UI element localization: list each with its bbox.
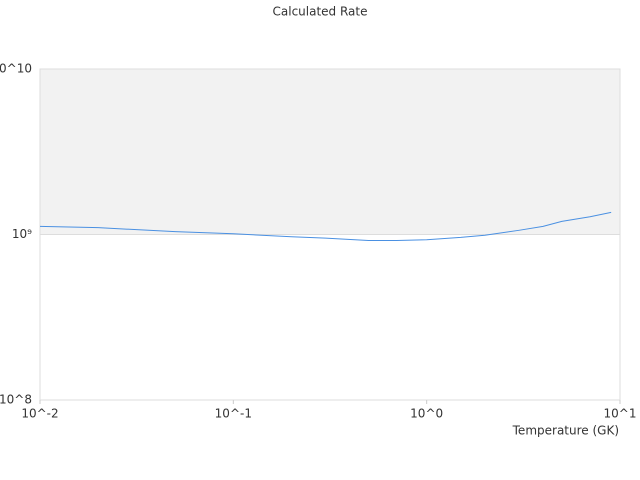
x-tick-label: 10^-2 <box>21 407 58 421</box>
x-tick-label: 10^1 <box>604 407 637 421</box>
x-axis-label: Temperature (GK) <box>512 424 619 438</box>
chart-title: Calculated Rate <box>273 5 368 19</box>
y-tick-label: 10^10 <box>0 62 32 76</box>
y-tick-label: 10^8 <box>0 393 32 407</box>
line <box>39 211 612 241</box>
x-tick-label: 10^-1 <box>215 407 252 421</box>
y-tick-label: 10⁹ <box>12 227 32 241</box>
shaded-band <box>40 69 620 235</box>
x-tick-label: 10^0 <box>410 407 443 421</box>
